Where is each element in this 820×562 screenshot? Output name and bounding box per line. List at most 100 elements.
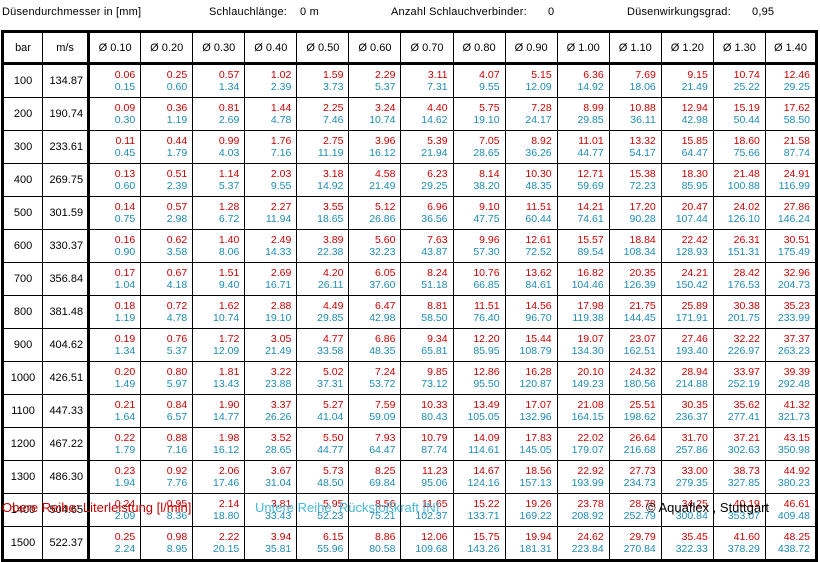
flow-rate-value: 1.76 [270, 135, 292, 147]
parameter-header: Düsendurchmesser in [mm] Schlauchlänge: … [0, 6, 820, 24]
recoil-force-value: 60.44 [525, 213, 552, 225]
recoil-force-value: 11.19 [317, 147, 344, 159]
value-cell: 2.29 5.37 [348, 63, 402, 98]
value-cell: 8.25 69.84 [348, 460, 402, 494]
flow-rate-value: 10.79 [421, 432, 448, 444]
pressure-cell: 500 [0, 196, 44, 230]
velocity-cell: 486.30 [42, 460, 91, 494]
velocity-cell: 426.51 [42, 361, 91, 395]
recoil-force-value: 151.31 [727, 246, 760, 258]
recoil-force-value: 0.60 [166, 81, 188, 93]
recoil-force-value: 109.68 [415, 543, 448, 555]
value-cell: 7.93 64.47 [348, 427, 402, 461]
value-cell: 14.21 74.61 [556, 196, 610, 230]
flow-rate-value: 27.46 [681, 333, 708, 345]
flow-rate-value: 6.23 [427, 168, 448, 180]
legend-lower-row: Untere Reihe: Rückstoßkraft [N] [255, 500, 440, 515]
recoil-force-value: 8.95 [166, 543, 188, 555]
value-cell: 21.08 164.15 [556, 394, 610, 428]
connectors-label: Anzahl Schlauchverbinder: [391, 6, 527, 18]
flow-rate-value: 7.63 [427, 234, 448, 246]
value-cell: 3.67 31.04 [244, 460, 298, 494]
flow-rate-value: 28.42 [733, 267, 760, 279]
recoil-force-value: 73.12 [421, 378, 448, 390]
value-cell: 2.27 11.94 [244, 196, 298, 230]
recoil-force-value: 252.19 [727, 378, 760, 390]
value-cell: 6.47 42.98 [348, 295, 402, 329]
value-cell: 21.75 144.45 [608, 295, 662, 329]
value-cell: 17.62 58.50 [764, 97, 819, 131]
value-cell: 26.31 151.31 [712, 229, 766, 263]
recoil-force-value: 7.46 [322, 114, 344, 126]
recoil-force-value: 233.99 [777, 312, 810, 324]
value-cell: 0.16 0.90 [88, 229, 142, 263]
table-row: 600 330.37 0.16 0.90 0.62 3.58 1.40 8.06 2.49 14.… [0, 229, 819, 263]
flow-rate-value: 0.57 [166, 201, 188, 213]
value-cell: 22.42 128.93 [660, 229, 714, 263]
flow-rate-value: 8.56 [375, 498, 396, 510]
recoil-force-value: 201.75 [727, 312, 760, 324]
value-cell: 2.75 11.19 [296, 130, 350, 164]
velocity-cell: 269.75 [42, 163, 91, 197]
recoil-force-value: 9.55 [270, 180, 292, 192]
flow-rate-value: 0.76 [166, 333, 188, 345]
recoil-force-value: 57.30 [473, 246, 500, 258]
recoil-force-value: 58.50 [783, 114, 810, 126]
flow-rate-value: 1.59 [322, 69, 344, 81]
value-cell: 4.49 29.85 [296, 295, 350, 329]
copyright-text: © Aquaflex , Stuttgart [646, 500, 770, 515]
value-cell: 0.11 0.45 [88, 130, 142, 164]
flow-rate-value: 6.86 [375, 333, 396, 345]
flow-rate-value: 18.30 [681, 168, 708, 180]
value-cell: 8.24 51.18 [400, 262, 454, 296]
recoil-force-value: 41.04 [317, 411, 344, 423]
flow-rate-value: 0.16 [114, 234, 136, 246]
recoil-force-value: 234.73 [623, 477, 656, 489]
value-cell: 2.22 20.15 [192, 526, 246, 562]
recoil-force-value: 175.49 [777, 246, 810, 258]
flow-rate-value: 2.06 [218, 465, 240, 477]
column-header-nozzle: Ø 0.90 [504, 30, 558, 65]
flow-rate-value: 1.28 [218, 201, 240, 213]
recoil-force-value: 21.49 [369, 180, 396, 192]
flow-rate-value: 12.61 [525, 234, 552, 246]
recoil-force-value: 3.73 [322, 81, 344, 93]
flow-rate-value: 3.89 [322, 234, 344, 246]
flow-rate-value: 3.55 [322, 201, 344, 213]
column-header-nozzle: Ø 1.30 [712, 30, 766, 65]
flow-rate-value: 2.69 [270, 267, 292, 279]
value-cell: 6.05 37.60 [348, 262, 402, 296]
value-cell: 14.67 124.16 [452, 460, 506, 494]
table-row: 1100 447.33 0.21 1.64 0.84 6.57 1.90 14.77 3.37 2… [0, 394, 819, 428]
flow-rate-value: 0.95 [166, 498, 188, 510]
recoil-force-value: 38.20 [473, 180, 500, 192]
flow-rate-value: 8.24 [427, 267, 448, 279]
recoil-force-value: 1.19 [114, 312, 136, 324]
recoil-force-value: 120.87 [519, 378, 552, 390]
diameter-label: Düsendurchmesser in [mm] [2, 6, 142, 18]
value-cell: 21.48 100.88 [712, 163, 766, 197]
value-cell: 8.14 38.20 [452, 163, 506, 197]
column-header-nozzle: Ø 0.70 [400, 30, 454, 65]
flow-rate-value: 21.48 [733, 168, 760, 180]
flow-rate-value: 0.09 [114, 102, 136, 114]
recoil-force-value: 29.85 [317, 312, 344, 324]
flow-rate-value: 2.25 [322, 102, 344, 114]
recoil-force-value: 12.09 [213, 345, 240, 357]
value-cell: 3.37 26.26 [244, 394, 298, 428]
value-cell: 7.28 24.17 [504, 97, 558, 131]
value-cell: 15.57 89.54 [556, 229, 610, 263]
value-cell: 37.37 263.23 [764, 328, 819, 362]
flow-rate-value: 3.05 [270, 333, 292, 345]
recoil-force-value: 18.06 [629, 81, 656, 93]
flow-rate-value: 1.51 [218, 267, 240, 279]
table-row: 500 301.59 0.14 0.75 0.57 2.98 1.28 6.72 2.27 11.… [0, 196, 819, 230]
flow-rate-value: 27.86 [783, 201, 810, 213]
value-cell: 12.06 109.68 [400, 526, 454, 562]
value-cell: 4.40 14.62 [400, 97, 454, 131]
recoil-force-value: 29.25 [421, 180, 448, 192]
value-cell: 1.40 8.06 [192, 229, 246, 263]
flow-rate-value: 0.81 [218, 102, 240, 114]
value-cell: 11.51 76.40 [452, 295, 506, 329]
flow-rate-value: 19.94 [525, 531, 552, 543]
